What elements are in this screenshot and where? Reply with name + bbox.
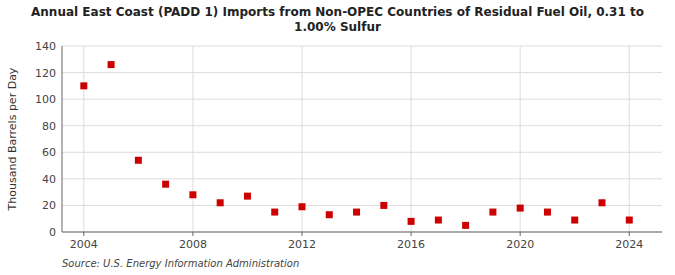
point xyxy=(189,191,196,198)
y-grid-line xyxy=(62,72,662,73)
title: Annual East Coast (PADD 1) Imports from … xyxy=(31,5,644,34)
y-axis-line xyxy=(62,46,63,232)
x-grid-line xyxy=(83,46,84,232)
point xyxy=(626,217,633,224)
y-grid-line xyxy=(62,152,662,153)
y-tick-label: 80 xyxy=(42,120,56,133)
x-tick-label: 2012 xyxy=(288,238,316,251)
point xyxy=(380,202,387,209)
point xyxy=(599,199,606,206)
point xyxy=(544,209,551,216)
x-tick-label: 2008 xyxy=(179,238,207,251)
point xyxy=(435,217,442,224)
y-tick-label: 20 xyxy=(42,199,56,212)
chart: Annual East Coast (PADD 1) Imports from … xyxy=(0,0,675,275)
y-tick-label: 100 xyxy=(35,93,56,106)
x-grid-line xyxy=(411,46,412,232)
point xyxy=(462,222,469,229)
y-tick-label: 0 xyxy=(49,226,56,239)
x-tick xyxy=(302,232,303,236)
point xyxy=(571,217,578,224)
x-tick-label: 2004 xyxy=(70,238,98,251)
grid xyxy=(62,46,662,232)
x-grid-line xyxy=(520,46,521,232)
y-grid-line xyxy=(62,178,662,179)
y-grid-line xyxy=(62,46,662,47)
points xyxy=(80,61,632,229)
x-tick xyxy=(192,232,193,236)
x-tick-label: 2016 xyxy=(397,238,425,251)
point xyxy=(353,209,360,216)
x-tick xyxy=(520,232,521,236)
point xyxy=(135,157,142,164)
point xyxy=(271,209,278,216)
point xyxy=(217,199,224,206)
y-tick-label: 40 xyxy=(42,173,56,186)
title-line: Annual East Coast (PADD 1) Imports from … xyxy=(31,5,644,19)
y-grid-line xyxy=(62,232,662,233)
y-grid-line xyxy=(62,99,662,100)
source-note: Source: U.S. Energy Information Administ… xyxy=(62,258,299,269)
point xyxy=(408,218,415,225)
title-line: 1.00% Sulfur xyxy=(294,20,381,34)
point xyxy=(517,205,524,212)
y-axis-label: Thousand Barrels per Day xyxy=(6,67,19,211)
x-grid-line xyxy=(629,46,630,232)
x-tick xyxy=(629,232,630,236)
x-axis-line xyxy=(62,232,662,233)
point xyxy=(80,82,87,89)
point xyxy=(162,181,169,188)
point xyxy=(489,209,496,216)
y-grid-line xyxy=(62,205,662,206)
x-tick-label: 2024 xyxy=(615,238,643,251)
point xyxy=(299,203,306,210)
y-tick-label: 60 xyxy=(42,146,56,159)
point xyxy=(244,193,251,200)
y-tick-label: 120 xyxy=(35,67,56,80)
x-tick xyxy=(83,232,84,236)
x-grid-line xyxy=(192,46,193,232)
y-grid-line xyxy=(62,125,662,126)
point xyxy=(108,61,115,68)
point xyxy=(326,211,333,218)
y-tick-label: 140 xyxy=(35,40,56,53)
x-tick xyxy=(411,232,412,236)
x-tick-label: 2020 xyxy=(506,238,534,251)
